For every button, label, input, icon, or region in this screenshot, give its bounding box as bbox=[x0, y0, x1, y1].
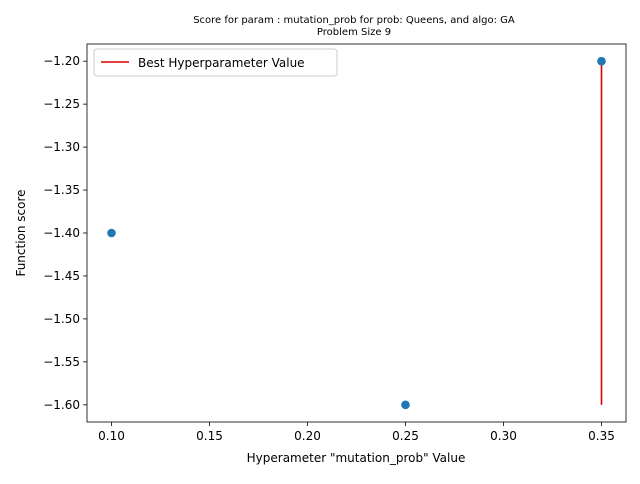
x-tick-label: 0.20 bbox=[294, 429, 321, 443]
x-tick-label: 0.15 bbox=[196, 429, 223, 443]
x-tick-label: 0.25 bbox=[392, 429, 419, 443]
y-tick-label: −1.25 bbox=[43, 97, 80, 111]
y-tick-label: −1.35 bbox=[43, 183, 80, 197]
y-tick-label: −1.55 bbox=[43, 355, 80, 369]
data-point bbox=[401, 400, 410, 410]
legend-label: Best Hyperparameter Value bbox=[138, 56, 305, 70]
legend-frame bbox=[93, 48, 338, 77]
y-tick-label: −1.20 bbox=[43, 54, 80, 68]
chart-title: Score for param : mutation_prob for prob… bbox=[193, 15, 515, 26]
legend: Best Hyperparameter Value bbox=[93, 48, 338, 77]
y-tick-label: −1.50 bbox=[43, 312, 80, 326]
x-tick-label: 0.30 bbox=[490, 429, 517, 443]
axes-frame bbox=[86, 43, 627, 423]
x-axis-label: Hyperameter "mutation_prob" Value bbox=[247, 451, 466, 465]
y-tick-label: −1.40 bbox=[43, 226, 80, 240]
y-tick-label: −1.45 bbox=[43, 269, 80, 283]
chart-subtitle: Problem Size 9 bbox=[317, 27, 391, 38]
y-tick-label: −1.60 bbox=[43, 398, 80, 412]
plot-area: 0.10 0.15 0.20 0.25 0.30 0.35 −1.20 −1.25 −1.30 −… bbox=[43, 43, 627, 443]
x-tick-label: 0.35 bbox=[588, 429, 615, 443]
data-point bbox=[107, 228, 116, 238]
y-axis-label: Function score bbox=[14, 189, 28, 276]
y-tick-label: −1.30 bbox=[43, 140, 80, 154]
x-tick-label: 0.10 bbox=[98, 429, 125, 443]
data-point bbox=[597, 56, 606, 66]
